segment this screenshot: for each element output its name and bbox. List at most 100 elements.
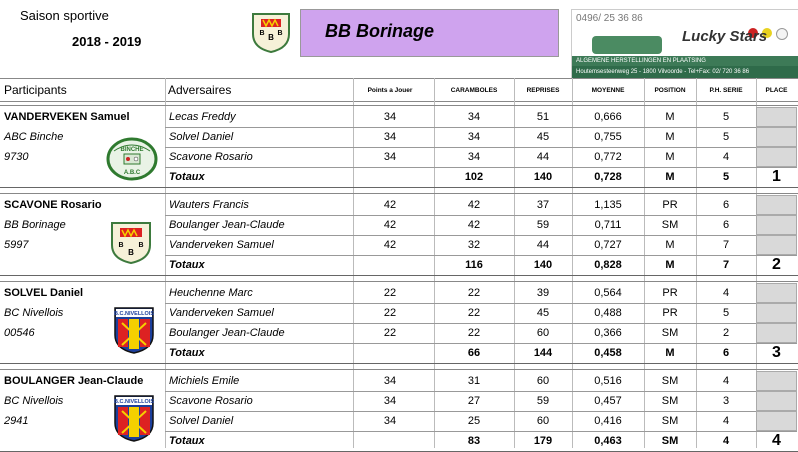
opponent-name: Scavone Rosario: [169, 395, 253, 407]
cell-position: M: [665, 151, 675, 163]
col-reprises: REPRISES: [526, 87, 560, 94]
player-name: VANDERVEKEN Samuel: [4, 111, 130, 123]
block-separator: [0, 105, 798, 106]
sponsor-banner: 0496/ 25 36 86 Lucky Stars ALGEMENE HERS…: [571, 9, 798, 79]
cell-ph: 4: [722, 151, 730, 163]
cell-points: 42: [383, 219, 397, 231]
total-carambols: 102: [464, 171, 484, 183]
total-ph: 4: [722, 435, 730, 447]
place-value: 1: [772, 168, 781, 185]
cell-position: SM: [661, 219, 679, 231]
billiard-table-icon: [592, 36, 662, 54]
total-reprises: 140: [533, 171, 553, 183]
col-place: PLACE: [765, 87, 788, 94]
svg-text:B: B: [259, 30, 264, 37]
row-line: [165, 215, 797, 216]
table-row: Vanderveken Samuel 42 32 44 0,727 M 7: [0, 235, 798, 256]
grid-line: [434, 78, 435, 448]
cell-position: SM: [661, 395, 679, 407]
cell-points: 22: [383, 287, 397, 299]
row-line: [165, 323, 797, 324]
table-row: Scavone Rosario 34 34 44 0,772 M 4: [0, 147, 798, 168]
table-row: Lecas Freddy 34 34 51 0,666 M 5: [0, 107, 798, 128]
place-cell: [756, 411, 797, 431]
table-row: Scavone Rosario 34 27 59 0,457 SM 3: [0, 391, 798, 412]
svg-text:B.C.NIVELLOIS: B.C.NIVELLOIS: [114, 311, 154, 317]
cell-points: 22: [383, 307, 397, 319]
cell-moyenne: 0,457: [594, 395, 622, 407]
opponent-name: Vanderveken Samuel: [169, 307, 274, 319]
cell-position: SM: [661, 327, 679, 339]
opponent-name: Boulanger Jean-Claude: [169, 327, 285, 339]
cell-carambols: 34: [467, 151, 481, 163]
svg-text:B: B: [268, 33, 274, 42]
place-value: 2: [772, 256, 781, 273]
total-moyenne: 0,463: [594, 435, 622, 447]
svg-text:B: B: [277, 30, 282, 37]
cell-moyenne: 0,488: [594, 307, 622, 319]
opponent-name: Lecas Freddy: [169, 111, 236, 123]
grid-line: [514, 78, 515, 448]
cell-carambols: 22: [467, 307, 481, 319]
opponent-name: Boulanger Jean-Claude: [169, 219, 285, 231]
cell-moyenne: 0,711: [594, 219, 622, 231]
row-line: [0, 363, 798, 364]
club-name-box: BB Borinage: [300, 9, 559, 57]
cell-points: 34: [383, 375, 397, 387]
cell-ph: 4: [722, 375, 730, 387]
column-header-row: Participants Adversaires Points a Jouer …: [0, 78, 798, 102]
sponsor-phone: 0496/ 25 36 86: [576, 13, 643, 24]
cell-moyenne: 1,135: [594, 199, 622, 211]
table-row: Wauters Francis 42 42 37 1,135 PR 6: [0, 195, 798, 216]
opponent-name: Solvel Daniel: [169, 415, 234, 427]
cell-reprises: 60: [536, 327, 550, 339]
player-block: SOLVEL Daniel BC Nivellois 00546 B.C.NIVELL…: [0, 281, 798, 364]
cell-position: SM: [661, 415, 679, 427]
total-moyenne: 0,828: [594, 259, 622, 271]
player-license: 2941: [4, 415, 29, 427]
total-reprises: 140: [533, 259, 553, 271]
club-logo-icon: B B B: [249, 10, 293, 59]
table-row: Boulanger Jean-Claude 22 22 60 0,366 SM 2: [0, 323, 798, 344]
cell-position: PR: [662, 199, 678, 211]
cell-position: M: [665, 111, 675, 123]
place-cell: [756, 283, 797, 303]
player-block: VANDERVEKEN Samuel ABC Binche 9730 BINCHE A.…: [0, 105, 798, 188]
cell-points: 34: [383, 131, 397, 143]
cell-carambols: 27: [467, 395, 481, 407]
totals-row: Totaux 66 144 0,458 M 6 3: [0, 343, 798, 364]
place-cell: [756, 127, 797, 147]
cell-reprises: 59: [536, 395, 550, 407]
col-position: POSITION: [654, 87, 686, 94]
cell-points: 42: [383, 199, 397, 211]
totals-label: Totaux: [169, 171, 205, 183]
cell-ph: 2: [722, 327, 730, 339]
grid-line: [353, 78, 354, 448]
cell-carambols: 32: [467, 239, 481, 251]
cell-reprises: 60: [536, 375, 550, 387]
row-line: [165, 391, 797, 392]
col-moyenne: MOYENNE: [591, 87, 625, 94]
block-separator: [0, 369, 798, 370]
place-cell: [756, 371, 797, 391]
col-ph-serie: P.H. SERIE: [709, 87, 743, 94]
grid-line: [572, 78, 573, 448]
total-moyenne: 0,728: [594, 171, 622, 183]
grid-line: [756, 78, 757, 448]
row-line: [0, 187, 798, 188]
player-license: 00546: [4, 327, 35, 339]
player-name: SOLVEL Daniel: [4, 287, 84, 299]
cell-reprises: 51: [536, 111, 550, 123]
cell-carambols: 22: [467, 327, 481, 339]
place-cell: [756, 195, 797, 215]
cell-position: SM: [661, 375, 679, 387]
cell-position: M: [665, 131, 675, 143]
totals-label: Totaux: [169, 259, 205, 271]
total-moyenne: 0,458: [594, 347, 622, 359]
total-position: M: [665, 259, 675, 271]
sheet-header: Saison sportive 2018 - 2019 B B B BB Bor…: [0, 0, 798, 79]
cell-ph: 4: [722, 415, 730, 427]
total-ph: 5: [722, 171, 730, 183]
cell-moyenne: 0,727: [594, 239, 622, 251]
totals-label: Totaux: [169, 435, 205, 447]
